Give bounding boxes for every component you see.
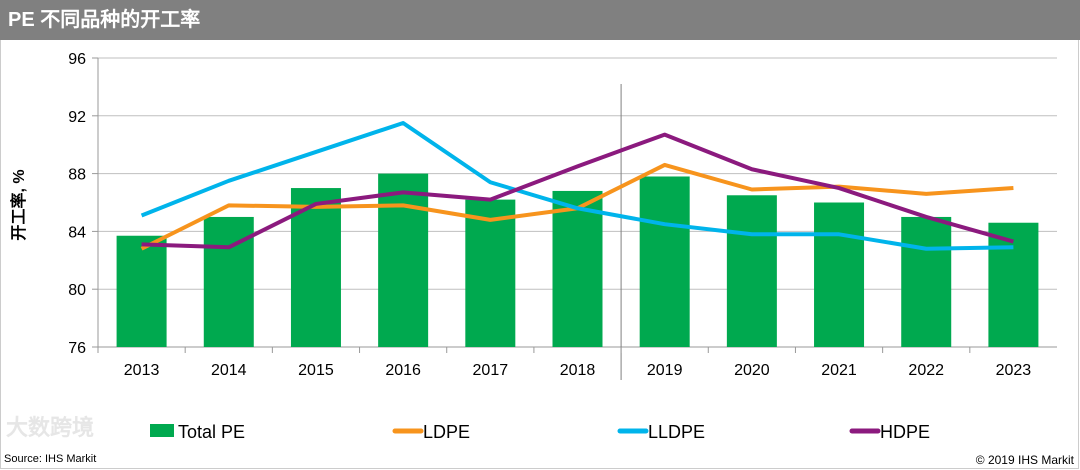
- chart-frame: [0, 40, 1079, 469]
- legend-label: HDPE: [880, 422, 930, 442]
- bar-total-pe: [639, 176, 690, 347]
- x-tick-label: 2019: [647, 362, 683, 379]
- x-tick-label: 2016: [385, 362, 421, 379]
- chart-title: PE 不同品种的开工率: [0, 0, 1080, 40]
- y-tick-label: 76: [68, 340, 86, 357]
- bar-total-pe: [988, 222, 1039, 347]
- y-tick-label: 80: [68, 282, 86, 299]
- copyright-note: © 2019 IHS Markit: [975, 453, 1074, 467]
- bar-total-pe: [378, 173, 429, 347]
- x-tick-label: 2015: [298, 362, 334, 379]
- y-tick-label: 84: [68, 224, 86, 241]
- legend-swatch: [150, 424, 174, 437]
- x-tick-label: 2021: [821, 362, 857, 379]
- x-tick-label: 2023: [996, 362, 1032, 379]
- source-note: Source: IHS Markit: [4, 453, 97, 465]
- x-tick-label: 2014: [211, 362, 247, 379]
- legend-label: Total PE: [178, 422, 245, 442]
- x-tick-label: 2022: [908, 362, 944, 379]
- bar-total-pe: [465, 199, 516, 347]
- bar-total-pe: [726, 195, 777, 347]
- x-tick-label: 2017: [473, 362, 509, 379]
- bar-total-pe: [552, 190, 603, 347]
- legend-label: LLDPE: [648, 422, 705, 442]
- line-hdpe: [141, 132, 1014, 250]
- y-tick-label: 96: [68, 51, 86, 68]
- watermark-logo: 大数跨境: [6, 415, 95, 440]
- x-tick-label: 2020: [734, 362, 770, 379]
- bar-total-pe: [290, 188, 341, 347]
- y-axis-label: 开工率, %: [9, 169, 28, 240]
- y-tick-label: 92: [68, 109, 86, 126]
- x-tick-label: 2013: [124, 362, 160, 379]
- bar-total-pe: [901, 216, 952, 347]
- bar-total-pe: [814, 202, 865, 347]
- x-tick-label: 2018: [560, 362, 596, 379]
- y-tick-label: 88: [68, 167, 86, 184]
- legend-label: LDPE: [423, 422, 470, 442]
- line-lldpe: [140, 121, 1014, 251]
- bar-total-pe: [116, 235, 167, 347]
